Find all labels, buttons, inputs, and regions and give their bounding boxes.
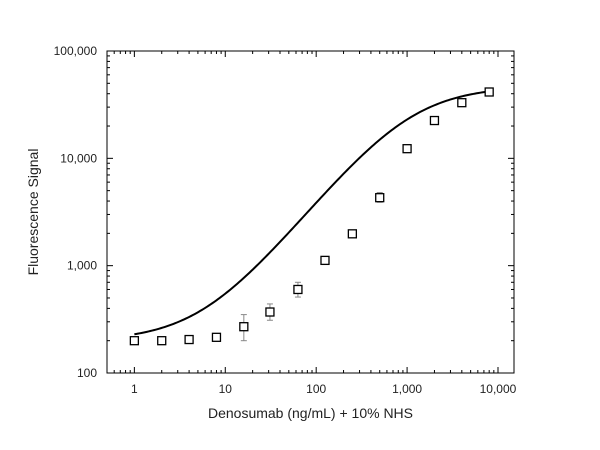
data-point bbox=[402, 144, 412, 154]
data-point bbox=[184, 334, 194, 345]
data-point bbox=[293, 284, 303, 295]
data-point bbox=[129, 336, 140, 346]
data-points-layer bbox=[129, 87, 494, 346]
y-tick-label: 10,000 bbox=[60, 151, 97, 165]
fit-curve bbox=[134, 90, 490, 336]
x-tick-label: 1 bbox=[131, 382, 138, 396]
axes: 1 10 100 1,000 10,000 100 1,000 10,000 100,000 bbox=[54, 44, 517, 396]
data-point bbox=[375, 193, 385, 203]
data-point bbox=[157, 336, 167, 346]
plot-frame bbox=[106, 50, 515, 374]
data-point bbox=[265, 307, 275, 317]
data-point bbox=[347, 229, 358, 239]
x-tick-label: 10 bbox=[219, 382, 233, 396]
fit-curve-layer bbox=[134, 90, 490, 336]
y-tick-label: 100 bbox=[77, 366, 97, 380]
y-tick-label: 100,000 bbox=[54, 44, 98, 58]
data-point bbox=[239, 322, 249, 332]
x-tick-label: 100 bbox=[306, 382, 326, 396]
data-point bbox=[211, 332, 222, 342]
data-point bbox=[457, 98, 467, 108]
x-axis-title: Denosumab (ng/mL) + 10% NHS bbox=[208, 405, 413, 421]
data-point bbox=[484, 87, 494, 97]
x-tick-label: 10,000 bbox=[480, 382, 517, 396]
y-axis-title: Fluorescence Signal bbox=[25, 149, 41, 276]
data-point bbox=[429, 115, 440, 126]
y-tick-label: 1,000 bbox=[67, 259, 97, 273]
x-tick-label: 1,000 bbox=[392, 382, 422, 396]
data-point bbox=[320, 255, 330, 266]
